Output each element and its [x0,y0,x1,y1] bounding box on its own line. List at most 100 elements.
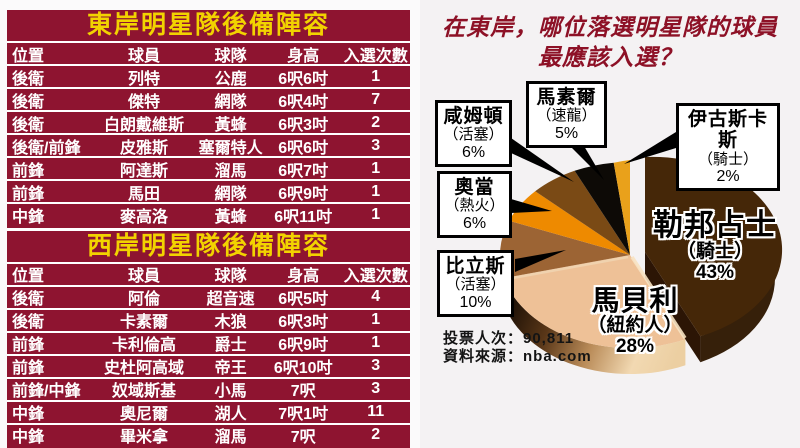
cell-height: 6呎9吋 [278,185,329,203]
callout-team: （熱火） [444,197,505,215]
cell-height: 6呎3吋 [278,314,329,331]
cell-selections: 1 [371,182,381,200]
col-header-player: 球員 [128,268,161,285]
cell-team: 黃蜂 [214,208,247,226]
pie-label-name: 勒邦占士 [653,209,777,242]
callout-player-name: 伊古斯卡斯 [687,109,768,152]
callout-odom: 奧當 （熱火） 6% [437,171,512,238]
table-row: 前鋒/中鋒 奴域斯基 小馬 7呎 3 [7,379,410,402]
cell-selections: 7 [371,90,381,108]
leader-billups [515,250,566,272]
cell-selections: 11 [367,403,385,420]
table-row: 後衛 阿倫 超音速 6呎5吋 4 [7,287,410,310]
col-header-team: 球隊 [214,47,247,65]
col-header-player: 球員 [128,47,161,65]
cell-player: 列特 [128,70,161,88]
votes-count-label: 投票人次：90,811 [443,330,575,347]
pie-slice-james [645,156,783,337]
cell-height: 6呎11吋 [274,208,333,226]
cell-player: 史杜阿高域 [104,360,185,377]
callout-ilgauskas: 伊古斯卡斯 （騎士） 2% [676,103,780,192]
cell-selections: 2 [371,113,381,131]
table-row: 後衛 列特 公鹿 6呎6吋 1 [7,66,410,89]
cell-height: 6呎6吋 [278,70,329,88]
east-table-header-row: 位置 球員 球隊 身高 入選次數 [7,43,410,66]
cell-position: 後衛 [12,291,45,308]
cell-team: 溜馬 [214,162,247,180]
pie-rim-marbury [504,278,686,375]
callout-percent: 10% [459,294,492,312]
cell-selections: 1 [371,205,381,223]
cell-position: 前鋒 [12,185,45,203]
callout-player-name: 奧當 [454,177,495,198]
table-row: 中鋒 麥高洛 黃蜂 6呎11吋 1 [7,204,410,226]
cell-position: 後衛/前鋒 [12,139,81,157]
table-row: 前鋒 卡利倫高 爵士 6呎9吋 1 [7,333,410,356]
table-row: 前鋒 馬田 網隊 6呎9吋 1 [7,181,410,204]
cell-height: 7呎 [290,383,316,400]
cell-position: 前鋒 [12,162,45,180]
cell-selections: 1 [371,334,381,351]
pie-label-team: （紐約人） [587,315,683,337]
table-row: 後衛/前鋒 皮雅斯 塞爾特人 6呎6吋 3 [7,135,410,158]
cell-team: 帝王 [214,360,247,377]
cell-player: 卡素爾 [120,314,169,331]
pie-label-percent: 43% [695,261,735,283]
callout-percent: 6% [462,215,487,233]
west-table-title: 西岸明星隊後備陣容 [7,231,410,264]
cell-height: 7呎1吋 [278,406,329,423]
cell-selections: 3 [371,380,381,397]
pie-label-team: （騎士） [676,241,753,263]
callout-percent: 2% [716,168,740,186]
cell-player: 阿倫 [128,291,161,308]
callout-team: （騎士） [697,150,758,168]
cell-player: 奧尼爾 [120,406,169,423]
west-reserves-table: 西岸明星隊後備陣容 位置 球員 球隊 身高 入選次數 後衛 阿倫 超音速 6呎5… [7,227,410,448]
table-row: 中鋒 奧尼爾 湖人 7呎1吋 11 [7,402,410,425]
east-reserves-table: 東岸明星隊後備陣容 位置 球員 球隊 身高 入選次數 後衛 列特 公鹿 6呎6吋… [7,10,410,228]
callout-team: （速龍） [536,107,597,125]
cell-team: 塞爾特人 [198,139,263,157]
cell-player: 奴域斯基 [112,383,177,400]
pie-slice-hamilton [535,170,630,255]
data-source-label: 資料來源：nba.com [443,348,592,365]
col-header-height: 身高 [287,268,320,285]
cell-player: 卡利倫高 [112,337,177,354]
table-row: 後衛 卡素爾 木狼 6呎3吋 1 [7,310,410,333]
cell-position: 中鋒 [12,208,45,226]
cell-player: 馬田 [128,185,161,203]
callout-billups: 比立斯 （活塞） 10% [437,250,514,317]
cell-selections: 1 [371,311,381,328]
cell-selections: 1 [371,67,381,85]
poll-panel: 在東岸，哪位落選明星隊的球員 最應該入選？ [420,0,800,448]
callout-hamilton: 咸姆頓 （活塞） 6% [435,100,512,167]
cell-team: 公鹿 [214,70,247,88]
pie-slice-marshall [574,162,630,255]
pie-label-marbury: 馬貝利 （紐約人） 28% [565,285,705,357]
poll-title-line2: 最應該入選？ [538,44,682,70]
leader-marshall [570,146,604,180]
callout-percent: 5% [554,125,579,143]
poll-pie-chart [500,132,783,375]
table-row: 中鋒 畢米拿 溜馬 7呎 2 [7,425,410,446]
cell-position: 中鋒 [12,429,45,446]
cell-selections: 3 [371,357,381,374]
cell-height: 6呎3吋 [278,116,329,134]
table-row: 後衛 傑特 網隊 6呎4吋 7 [7,89,410,112]
cell-position: 前鋒/中鋒 [12,383,81,400]
leader-odom [511,199,552,213]
cell-height: 6呎5吋 [278,291,329,308]
pie-label-james: 勒邦占士 （騎士） 43% [643,209,787,283]
col-header-position: 位置 [12,268,45,285]
tables-panel: 東岸明星隊後備陣容 位置 球員 球隊 身高 入選次數 後衛 列特 公鹿 6呎6吋… [7,10,410,448]
cell-team: 超音速 [206,291,255,308]
cell-team: 網隊 [214,185,247,203]
cell-player: 傑特 [128,93,161,111]
east-table-title: 東岸明星隊後備陣容 [7,10,410,43]
callout-player-name: 咸姆頓 [443,106,504,127]
cell-team: 湖人 [214,406,247,423]
leader-hamilton [511,138,574,182]
west-table-header-row: 位置 球員 球隊 身高 入選次數 [7,264,410,287]
cell-team: 溜馬 [214,429,247,446]
